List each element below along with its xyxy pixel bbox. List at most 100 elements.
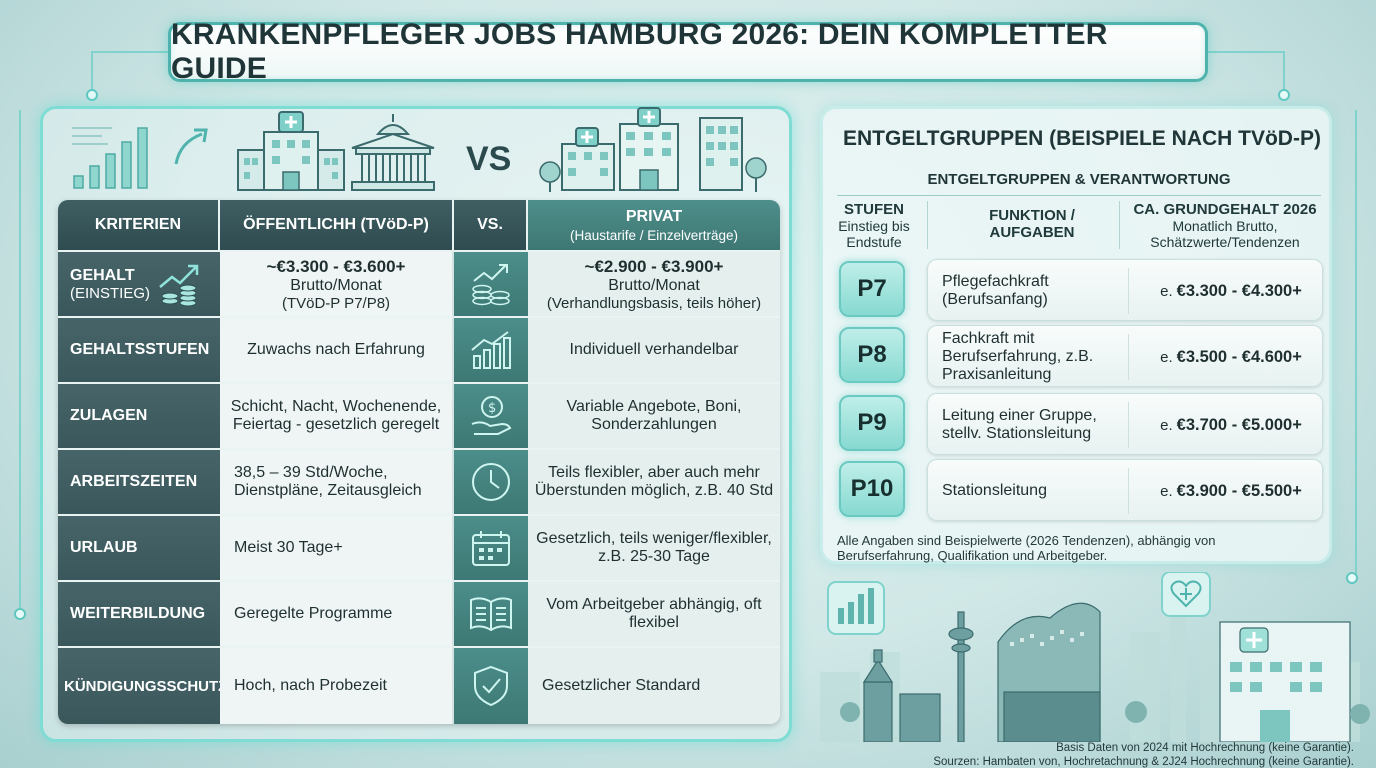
col-gehalt-title: CA. GRUNDGEHALT 2026 bbox=[1133, 201, 1317, 218]
grade-salary: €3.900 - €5.500+ bbox=[1176, 481, 1302, 500]
card-divider bbox=[1128, 268, 1129, 314]
vs-icon-cell bbox=[454, 514, 528, 580]
grade-function: Pflegefachkraft (Berufsanfang) bbox=[942, 273, 1049, 308]
growth-chart-icon bbox=[471, 331, 511, 369]
private-cell: Gesetzlicher Standard bbox=[528, 646, 780, 724]
card-divider bbox=[1128, 402, 1129, 448]
public-salary-note: (TVöD-P P7/P8) bbox=[281, 294, 391, 312]
private-cell: Teils flexibler, aber auch mehr Überstun… bbox=[528, 448, 780, 514]
private-cell: Vom Arbeitgeber abhängig, oft flexibel bbox=[528, 580, 780, 646]
header-criteria: KRITERIEN bbox=[58, 200, 220, 250]
table-row: GEHALTSSTUFEN Zuwachs nach Erfahrung Ind… bbox=[58, 316, 780, 382]
col-funktion-title: FUNKTION / AUFGABEN bbox=[989, 207, 1075, 241]
vs-label: VS bbox=[466, 140, 512, 178]
public-cell: 38,5 – 39 Std/Woche, Dienstpläne, Zeitau… bbox=[220, 448, 454, 514]
table-row: KÜNDIGUNGSSCHUTZ Hoch, nach Probezeit Ge… bbox=[58, 646, 780, 724]
grade-salary-cell: e. €3.700 - €5.000+ bbox=[1138, 394, 1324, 456]
growth-bars-icon bbox=[72, 127, 208, 189]
vs-icon-cell bbox=[454, 250, 528, 316]
salary-prefix: e. bbox=[1160, 416, 1173, 434]
private-salary: ~€2.900 - €3.900+ bbox=[584, 256, 724, 276]
col-divider bbox=[1119, 201, 1120, 249]
criterion-label: WEITERBILDUNG bbox=[58, 580, 220, 646]
col-stufen-title: STUFEN bbox=[844, 201, 904, 218]
salary-prefix: e. bbox=[1160, 482, 1173, 500]
grade-badge: P10 bbox=[839, 461, 905, 517]
comparison-table: KRITERIEN ÖFFENTLICHH (TVöD-P) VS. PRIVA… bbox=[58, 200, 780, 724]
private-salary-note: (Verhandlungsbasis, teils höher) bbox=[546, 294, 762, 312]
calendar-icon bbox=[472, 531, 510, 566]
vs-icon-cell: $ bbox=[454, 382, 528, 448]
vs-icon-cell bbox=[454, 580, 528, 646]
col-divider bbox=[927, 201, 928, 249]
vs-icon-cell bbox=[454, 646, 528, 724]
grade-card: Stationsleitung e. €3.900 - €5.500+ bbox=[927, 459, 1323, 521]
grade-row-p7: P7 Pflegefachkraft (Berufsanfang) e. €3.3… bbox=[837, 259, 1323, 321]
grade-salary: €3.300 - €4.300+ bbox=[1176, 281, 1302, 300]
public-cell: Hoch, nach Probezeit bbox=[220, 646, 454, 724]
grade-function: Fachkraft mit Berufserfahrung, z.B. Prax… bbox=[942, 330, 1094, 383]
col-funktion-header: FUNKTION / AUFGABEN bbox=[947, 201, 1117, 241]
public-cell: Geregelte Programme bbox=[220, 580, 454, 646]
salary-prefix: e. bbox=[1160, 282, 1173, 300]
shield-check-icon bbox=[474, 665, 508, 707]
criterion-label: GEHALT bbox=[70, 266, 135, 284]
table-row: URLAUB Meist 30 Tage+ Gesetzlich, teils … bbox=[58, 514, 780, 580]
criterion-label: ARBEITSZEITEN bbox=[58, 448, 220, 514]
grade-salary-cell: e. €3.300 - €4.300+ bbox=[1138, 260, 1324, 322]
col-stufen-sub: Einstieg bis Endstufe bbox=[838, 218, 910, 250]
footer-line-2: Sourzen: Hambaten von, Hochretachnung & … bbox=[933, 756, 1354, 768]
grades-note: Alle Angaben sind Beispielwerte (2026 Te… bbox=[837, 533, 1216, 563]
grade-card: Leitung einer Gruppe, stellv. Stationsle… bbox=[927, 393, 1323, 455]
grade-row-p8: P8 Fachkraft mit Berufserfahrung, z.B. P… bbox=[837, 325, 1323, 387]
col-gehalt-sub: Monatlich Brutto, Schätzwerte/Tendenzen bbox=[1150, 218, 1300, 250]
svg-text:$: $ bbox=[488, 401, 496, 416]
grade-row-p10: P10 Stationsleitung e. €3.900 - €5.500+ bbox=[837, 459, 1323, 521]
table-row: GEHALT (EINSTIEG) ~€3.300 - €3.600+ Brut… bbox=[58, 250, 780, 316]
private-cell: Variable Angebote, Boni, Sonderzahlungen bbox=[528, 382, 780, 448]
criterion-sublabel: (EINSTIEG) bbox=[70, 284, 151, 302]
vs-icon-cell bbox=[454, 316, 528, 382]
grade-function: Leitung einer Gruppe, stellv. Stationsle… bbox=[942, 407, 1097, 442]
table-row: ARBEITSZEITEN 38,5 – 39 Std/Woche, Diens… bbox=[58, 448, 780, 514]
clock-icon bbox=[472, 463, 510, 501]
criterion-cell: GEHALT (EINSTIEG) bbox=[58, 250, 220, 316]
grades-divider bbox=[837, 195, 1321, 196]
coins-chart-icon bbox=[472, 264, 510, 306]
grade-card: Fachkraft mit Berufserfahrung, z.B. Prax… bbox=[927, 325, 1323, 387]
header-private-sub: (Haustarife / Einzelverträge) bbox=[569, 227, 739, 243]
header-public: ÖFFENTLICHH (TVöD-P) bbox=[220, 200, 454, 250]
grade-salary: €3.500 - €4.600+ bbox=[1176, 347, 1302, 366]
public-cell: Zuwachs nach Erfahrung bbox=[220, 316, 454, 382]
grades-panel: ENTGELTGRUPPEN (BEISPIELE NACH TVöD-P) E… bbox=[820, 106, 1332, 564]
grade-badge: P9 bbox=[839, 395, 905, 451]
hamburg-skyline-illustration bbox=[820, 572, 1370, 742]
public-cell: ~€3.300 - €3.600+ Brutto/Monat (TVöD-P P… bbox=[220, 250, 454, 316]
grade-card: Pflegefachkraft (Berufsanfang) e. €3.300 … bbox=[927, 259, 1323, 321]
title-banner: KRANKENPFLEGER JOBS HAMBURG 2026: DEIN K… bbox=[168, 18, 1208, 85]
public-building-icon bbox=[351, 114, 435, 191]
criterion-label: KÜNDIGUNGSSCHUTZ bbox=[58, 646, 227, 724]
coins-chart-icon bbox=[159, 264, 199, 307]
criterion-label: GEHALTSSTUFEN bbox=[58, 316, 220, 382]
header-private: PRIVAT (Haustarife / Einzelverträge) bbox=[528, 200, 780, 250]
table-row: ZULAGEN Schicht, Nacht, Wochenende, Feie… bbox=[58, 382, 780, 448]
private-cell: Gesetzlich, teils weniger/flexibler, z.B… bbox=[528, 514, 780, 580]
criterion-label: ZULAGEN bbox=[58, 382, 220, 448]
grade-salary-cell: e. €3.900 - €5.500+ bbox=[1138, 460, 1324, 522]
money-hand-icon: $ bbox=[471, 396, 512, 435]
private-salary-unit: Brutto/Monat bbox=[608, 276, 700, 294]
footer-line-1: Basis Daten von 2024 mit Hochrechnung (k… bbox=[1056, 742, 1354, 754]
public-cell: Meist 30 Tage+ bbox=[220, 514, 454, 580]
grade-badge: P8 bbox=[839, 327, 905, 383]
col-gehalt-header: CA. GRUNDGEHALT 2026 Monatlich Brutto, S… bbox=[1123, 201, 1327, 251]
book-icon bbox=[470, 597, 512, 632]
grades-subtitle: ENTGELTGRUPPEN & VERANTWORTUNG bbox=[927, 171, 1231, 188]
private-cell: Individuell verhandelbar bbox=[528, 316, 780, 382]
card-divider bbox=[1128, 334, 1129, 380]
public-salary: ~€3.300 - €3.600+ bbox=[266, 256, 406, 276]
grade-row-p9: P9 Leitung einer Gruppe, stellv. Station… bbox=[837, 393, 1323, 455]
vs-icon-cell bbox=[454, 448, 528, 514]
header-vs: VS. bbox=[454, 200, 528, 250]
public-cell: Schicht, Nacht, Wochenende, Feiertag - g… bbox=[220, 382, 454, 448]
